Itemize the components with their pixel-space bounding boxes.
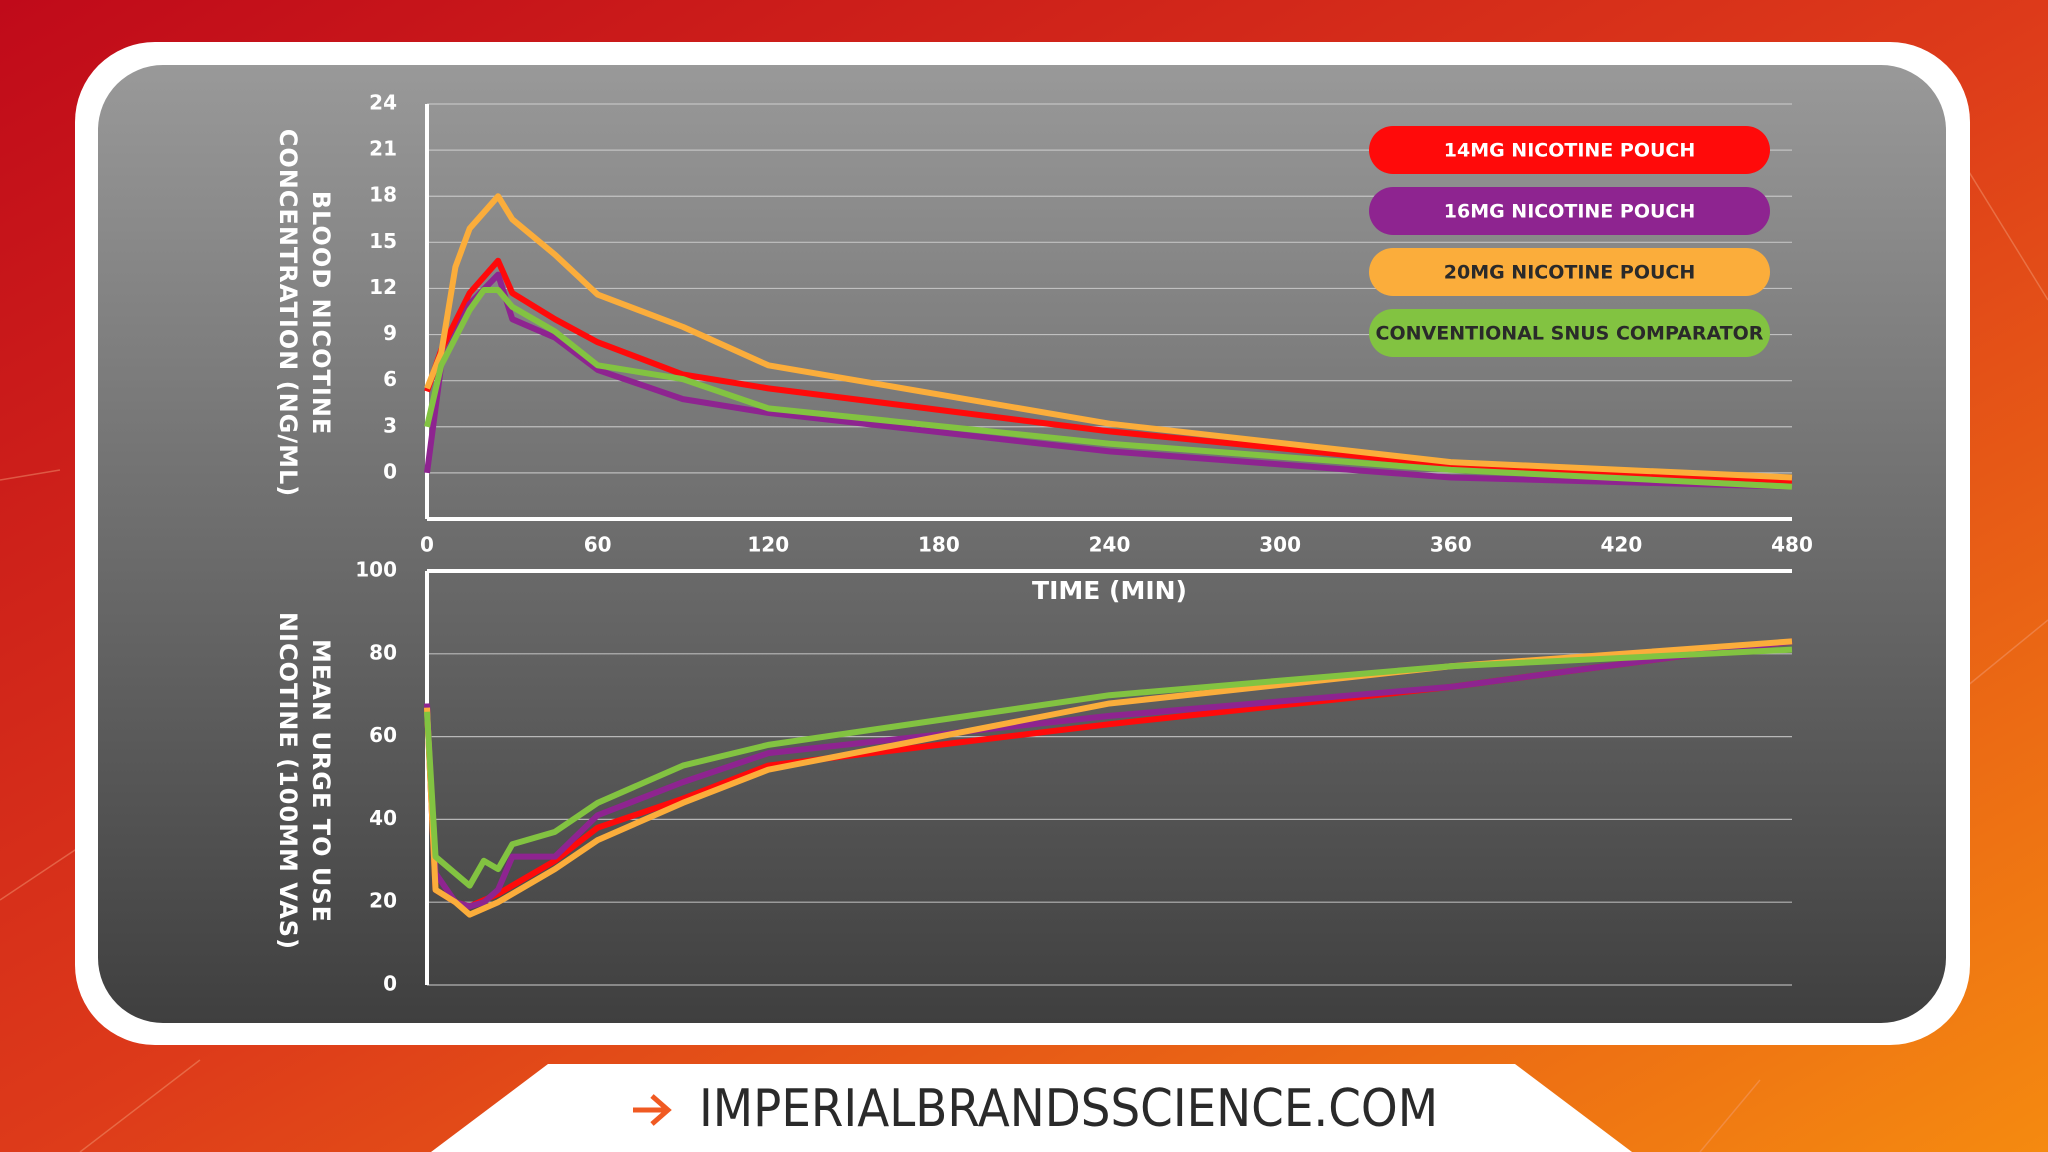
y-tick-label: 24 xyxy=(369,91,397,115)
footer-tab xyxy=(431,1064,1632,1152)
series-line xyxy=(424,646,1793,889)
y-tick-label: 100 xyxy=(355,558,397,582)
y-tick-label: 40 xyxy=(369,806,397,830)
y-tick-label: 15 xyxy=(369,229,397,253)
x-axis-title: TIME (MIN) xyxy=(1032,576,1187,605)
x-tick-label: 240 xyxy=(1089,533,1131,557)
x-tick-label: 60 xyxy=(584,533,612,557)
y-tick-label: 3 xyxy=(383,413,397,437)
x-tick-label: 300 xyxy=(1259,533,1301,557)
x-tick-label: 480 xyxy=(1771,533,1813,557)
y-axis-title: CONCENTRATION (NG/ML) xyxy=(274,129,302,498)
y-axis-title: MEAN URGE TO USE xyxy=(307,639,335,923)
legend-pill xyxy=(1369,248,1770,296)
y-tick-label: 20 xyxy=(369,889,397,913)
x-tick-label: 0 xyxy=(420,533,434,557)
x-tick-label: 180 xyxy=(918,533,960,557)
y-tick-label: 9 xyxy=(383,321,397,345)
series-line xyxy=(424,193,1793,481)
y-axis-title: BLOOD NICOTINE xyxy=(307,191,335,436)
x-tick-label: 360 xyxy=(1430,533,1472,557)
y-tick-label: 60 xyxy=(369,723,397,747)
legend-pill xyxy=(1369,126,1770,174)
y-tick-label: 18 xyxy=(369,183,397,207)
footer-url: IMPERIALBRANDSSCIENCE.COM xyxy=(699,1079,1438,1139)
legend-pill xyxy=(1369,187,1770,235)
x-tick-label: 120 xyxy=(747,533,789,557)
y-axis-title: NICOTINE (100MM VAS) xyxy=(274,612,302,950)
y-tick-label: 0 xyxy=(383,459,397,483)
x-tick-label: 420 xyxy=(1601,533,1643,557)
legend-label: 20MG NICOTINE POUCH xyxy=(1444,262,1696,284)
y-tick-label: 6 xyxy=(383,367,397,391)
y-tick-label: 12 xyxy=(369,275,397,299)
legend-label: CONVENTIONAL SNUS COMPARATOR xyxy=(1376,323,1764,345)
legend-label: 16MG NICOTINE POUCH xyxy=(1444,201,1696,223)
arrow-icon xyxy=(633,1094,672,1126)
series-line xyxy=(424,638,1793,918)
series-line xyxy=(424,257,1793,484)
legend-pill xyxy=(1369,309,1770,357)
series-line xyxy=(424,286,1793,490)
panel xyxy=(98,65,1946,1023)
y-tick-label: 21 xyxy=(369,137,397,161)
y-tick-label: 0 xyxy=(383,972,397,996)
y-tick-label: 80 xyxy=(369,640,397,664)
decor-lines xyxy=(0,59,2048,1152)
legend-label: 14MG NICOTINE POUCH xyxy=(1444,140,1696,162)
